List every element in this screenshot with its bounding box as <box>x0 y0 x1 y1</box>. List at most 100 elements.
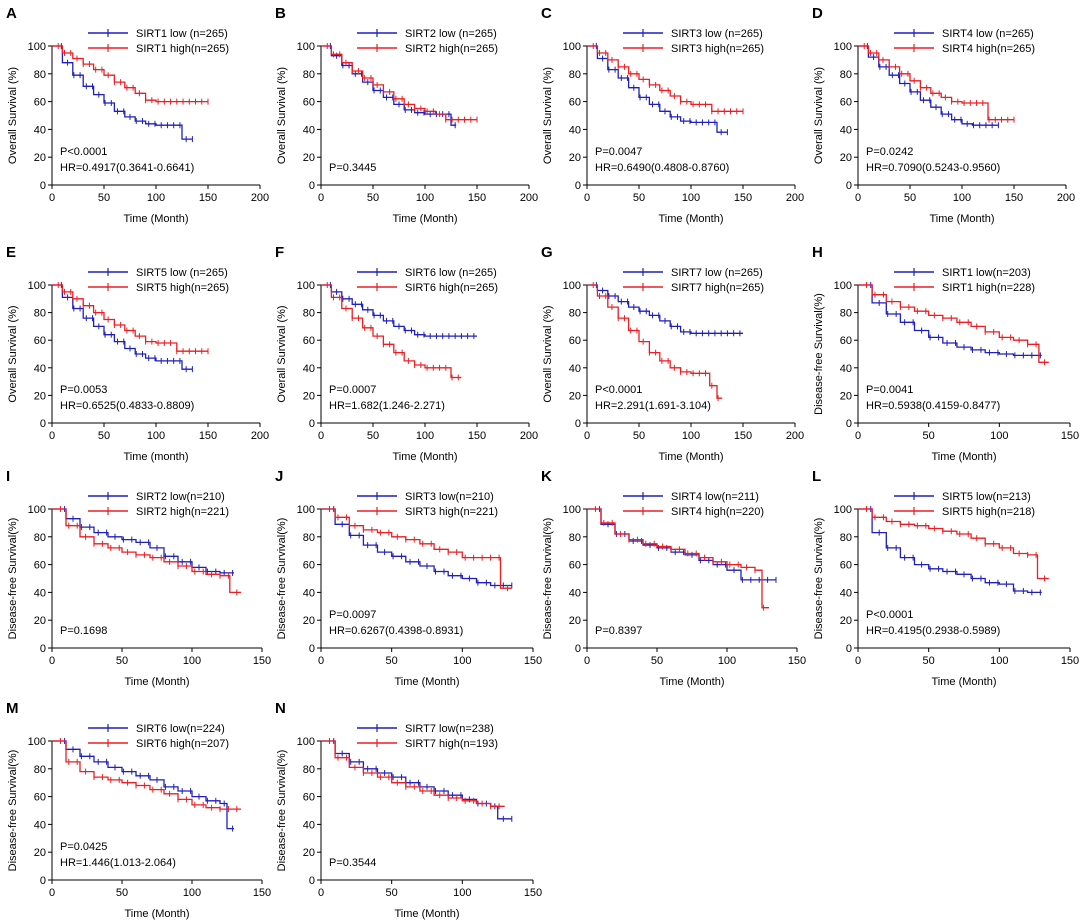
survival-curve-high <box>321 45 477 121</box>
y-tick-label: 20 <box>569 390 581 402</box>
survival-curve-high <box>858 508 1049 580</box>
panel-k: K 0 20 40 60 80 100 0 50 100 150 Time (Month) Diseas… <box>541 468 806 688</box>
y-tick-label: 40 <box>34 587 46 599</box>
x-tick-label: 150 <box>468 192 486 204</box>
panel-n: N 0 20 40 60 80 100 0 50 100 150 Time (Month) Diseas… <box>275 700 542 920</box>
survival-curve-low <box>858 45 999 126</box>
y-tick-label: 40 <box>569 124 581 136</box>
x-tick-label: 50 <box>904 192 916 204</box>
hazard-ratio-text: HR=0.6267(0.4398-0.8931) <box>329 625 463 637</box>
x-tick-label: 50 <box>98 430 110 442</box>
y-tick-label: 60 <box>34 335 46 347</box>
x-tick-label: 50 <box>386 887 398 899</box>
survival-curve-low <box>52 45 193 140</box>
legend-label-high: SIRT2 high(n=221) <box>136 506 229 518</box>
y-tick-label: 80 <box>840 532 852 544</box>
legend-label-high: SIRT2 high(n=265) <box>405 43 498 55</box>
y-tick-label: 40 <box>34 363 46 375</box>
x-tick-label: 0 <box>49 430 55 442</box>
x-axis-label: Time (Month) <box>930 213 995 225</box>
x-tick-label: 0 <box>49 192 55 204</box>
legend-label-high: SIRT1 high(n=228) <box>942 282 1035 294</box>
y-tick-label: 20 <box>34 847 46 859</box>
y-tick-label: 60 <box>34 560 46 572</box>
p-value-text: P=0.3544 <box>329 857 376 869</box>
x-axis-label: Time (Month) <box>393 213 458 225</box>
survival-curve-high <box>52 284 208 352</box>
x-tick-label: 150 <box>253 887 271 899</box>
legend-label-high: SIRT3 high(n=265) <box>671 43 764 55</box>
y-tick-label: 0 <box>40 643 46 655</box>
y-axis-label: Overall Survival (%) <box>813 67 825 164</box>
survival-curve-high <box>587 284 723 399</box>
y-tick-label: 80 <box>569 308 581 320</box>
y-axis-label: Overall Survival (%) <box>7 67 19 164</box>
y-tick-label: 0 <box>575 643 581 655</box>
survival-curve-low <box>587 508 776 581</box>
panel-label: E <box>6 244 16 261</box>
x-tick-label: 50 <box>923 655 935 667</box>
x-tick-label: 150 <box>1061 430 1079 442</box>
y-tick-label: 20 <box>34 615 46 627</box>
y-tick-label: 60 <box>303 792 315 804</box>
panel-c: C 0 20 40 60 80 100 0 50 100 150 200 Time (Month) Ove… <box>541 5 804 225</box>
x-tick-label: 50 <box>367 430 379 442</box>
y-tick-label: 40 <box>569 363 581 375</box>
x-tick-label: 0 <box>855 430 861 442</box>
x-tick-label: 100 <box>147 192 165 204</box>
survival-curve-low <box>321 508 512 587</box>
y-tick-label: 60 <box>303 97 315 109</box>
x-tick-label: 150 <box>199 192 217 204</box>
panel-label: N <box>275 700 286 717</box>
hazard-ratio-text: HR=0.6525(0.4833-0.8809) <box>60 400 194 412</box>
x-tick-label: 0 <box>584 192 590 204</box>
panel-label: G <box>541 244 553 261</box>
panel-l: L 0 20 40 60 80 100 0 50 100 150 Time (Month) Diseas… <box>812 468 1079 688</box>
panel-g: G 0 20 40 60 80 100 0 50 100 150 200 Time (Month) Ove… <box>541 244 804 463</box>
y-tick-label: 60 <box>34 97 46 109</box>
survival-curve-high <box>52 45 208 103</box>
panel-f: F 0 20 40 60 80 100 0 50 100 150 200 Time (Month) Ove… <box>275 244 538 463</box>
y-tick-label: 100 <box>834 280 852 292</box>
survival-curve-high <box>321 508 512 589</box>
y-tick-label: 80 <box>569 532 581 544</box>
y-tick-label: 20 <box>840 152 852 164</box>
y-tick-label: 60 <box>303 335 315 347</box>
survival-curve-low <box>858 508 1042 594</box>
y-tick-label: 60 <box>840 97 852 109</box>
y-tick-label: 60 <box>303 560 315 572</box>
survival-curve-high <box>321 740 505 807</box>
legend-label-high: SIRT7 high(n=265) <box>671 282 764 294</box>
legend-label-low: SIRT6 low (n=265) <box>405 267 497 279</box>
x-axis-label: Time (Month) <box>393 451 458 463</box>
x-tick-label: 100 <box>416 192 434 204</box>
y-tick-label: 40 <box>303 587 315 599</box>
y-axis-label: Disease-free Survival(%) <box>813 293 825 415</box>
y-tick-label: 80 <box>303 69 315 81</box>
y-axis-label: Disease-free Survival(%) <box>276 518 288 640</box>
y-tick-label: 80 <box>303 764 315 776</box>
hazard-ratio-text: HR=0.5938(0.4159-0.8477) <box>866 400 1000 412</box>
survival-curve-low <box>52 508 234 574</box>
y-tick-label: 40 <box>840 124 852 136</box>
y-axis-label: Disease-free Survival(%) <box>276 750 288 872</box>
y-tick-label: 100 <box>563 41 581 53</box>
y-tick-label: 80 <box>34 69 46 81</box>
panel-b: B 0 20 40 60 80 100 0 50 100 150 200 Time (Month) Ove… <box>275 5 538 225</box>
legend-label-high: SIRT6 high(n=207) <box>136 738 229 750</box>
panel-d: D 0 20 40 60 80 100 0 50 100 150 200 Time (Month) Ove… <box>812 5 1075 225</box>
panel-e: E 0 20 40 60 80 100 0 50 100 150 200 Time (month) Ove… <box>6 244 269 463</box>
x-tick-label: 0 <box>584 430 590 442</box>
legend-label-low: SIRT1 low(n=203) <box>942 267 1031 279</box>
y-tick-label: 0 <box>309 875 315 887</box>
y-tick-label: 80 <box>569 69 581 81</box>
hazard-ratio-text: HR=1.446(1.013-2.064) <box>60 857 176 869</box>
y-tick-label: 80 <box>303 308 315 320</box>
y-tick-label: 100 <box>297 280 315 292</box>
legend-label-low: SIRT2 low (n=265) <box>405 28 497 40</box>
p-value-text: P=0.0425 <box>60 841 107 853</box>
x-axis-label: Time (Month) <box>932 451 997 463</box>
y-tick-label: 20 <box>569 615 581 627</box>
panel-m: M 0 20 40 60 80 100 0 50 100 150 Time (Month) Diseas… <box>6 700 271 920</box>
